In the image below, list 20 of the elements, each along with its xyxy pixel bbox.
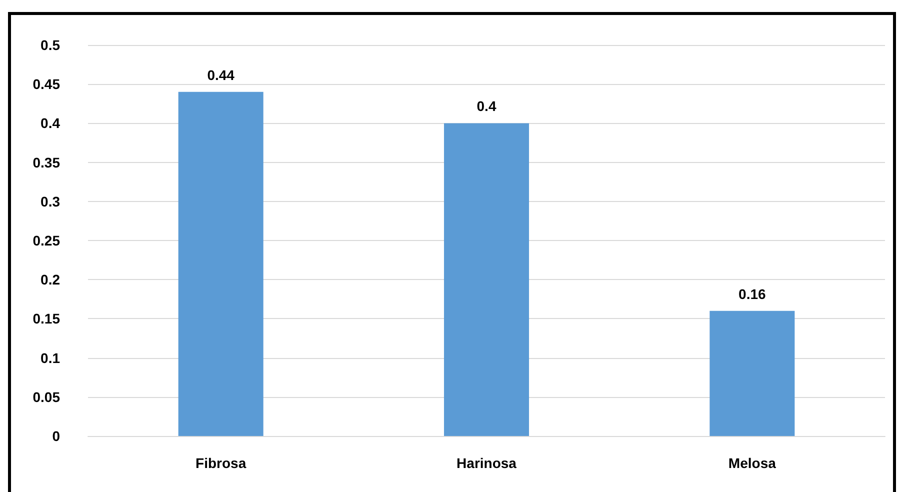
y-tick-label: 0 xyxy=(52,428,60,444)
x-tick-label: Fibrosa xyxy=(196,455,246,471)
bar xyxy=(178,92,264,436)
y-tick-label: 0.4 xyxy=(40,115,60,132)
y-tick-label: 0.2 xyxy=(40,272,60,288)
bar xyxy=(444,123,530,436)
bar xyxy=(710,310,795,436)
data-label: 0.16 xyxy=(738,286,766,302)
y-tick-label: 0.35 xyxy=(32,154,60,170)
y-tick-label: 0.45 xyxy=(32,76,60,92)
y-tick-label: 0.15 xyxy=(32,310,60,327)
y-tick-label: 0.25 xyxy=(32,232,60,248)
x-tick-label: Melosa xyxy=(728,455,776,471)
x-tick-label: Harinosa xyxy=(456,455,517,471)
data-label: 0.44 xyxy=(207,66,235,83)
data-label: 0.4 xyxy=(476,98,496,114)
y-tick-label: 0.5 xyxy=(40,37,60,53)
y-tick-label: 0.1 xyxy=(40,350,60,366)
y-tick-label: 0.3 xyxy=(40,193,60,210)
y-tick-label: 0.05 xyxy=(32,388,60,405)
